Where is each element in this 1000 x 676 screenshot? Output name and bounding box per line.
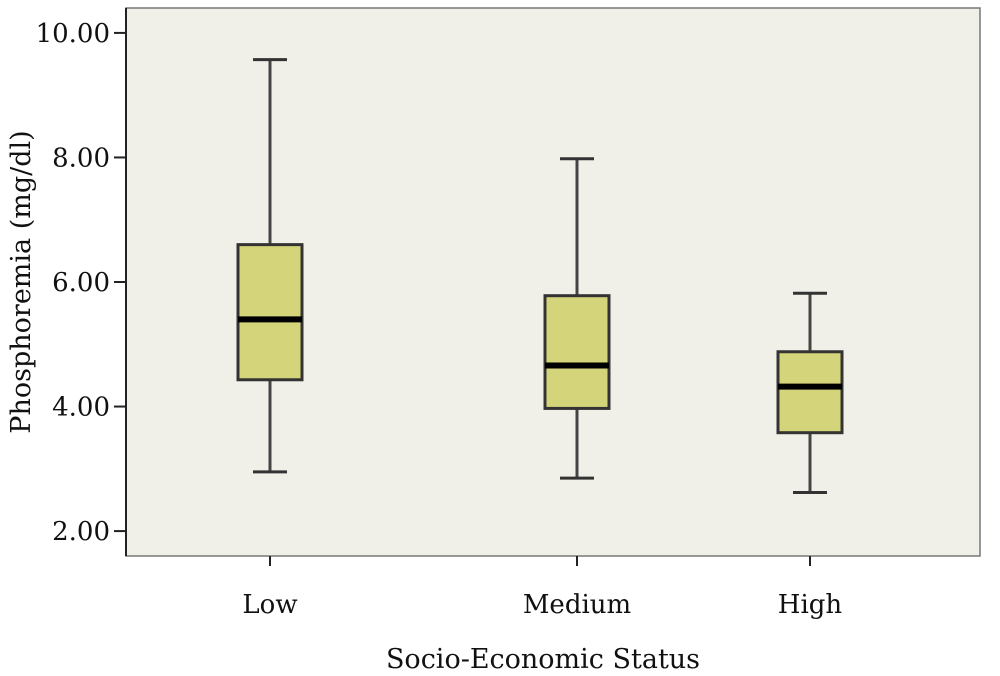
x-axis: Low Medium High	[242, 556, 842, 620]
iqr-box	[543, 294, 611, 410]
y-tick-label: 8.00	[52, 143, 110, 173]
y-tick-label: 4.00	[52, 393, 110, 423]
y-tick-label: 2.00	[52, 517, 110, 547]
box-series	[236, 58, 844, 494]
y-tick-label: 10.00	[36, 19, 110, 49]
y-axis: 2.00 4.00 6.00 8.00 10.00	[36, 8, 127, 556]
y-tick-label: 6.00	[52, 268, 110, 298]
x-tick-label-high: High	[778, 590, 843, 620]
iqr-box	[776, 350, 844, 435]
y-axis-title: Phosphoremia (mg/dl)	[6, 130, 37, 433]
box-medium	[543, 157, 611, 480]
box-low	[236, 58, 304, 474]
box-high	[776, 291, 844, 494]
x-tick-label-medium: Medium	[523, 590, 631, 620]
iqr-box	[236, 243, 304, 382]
x-axis-title: Socio-Economic Status	[386, 644, 700, 675]
x-tick-label-low: Low	[242, 590, 297, 620]
